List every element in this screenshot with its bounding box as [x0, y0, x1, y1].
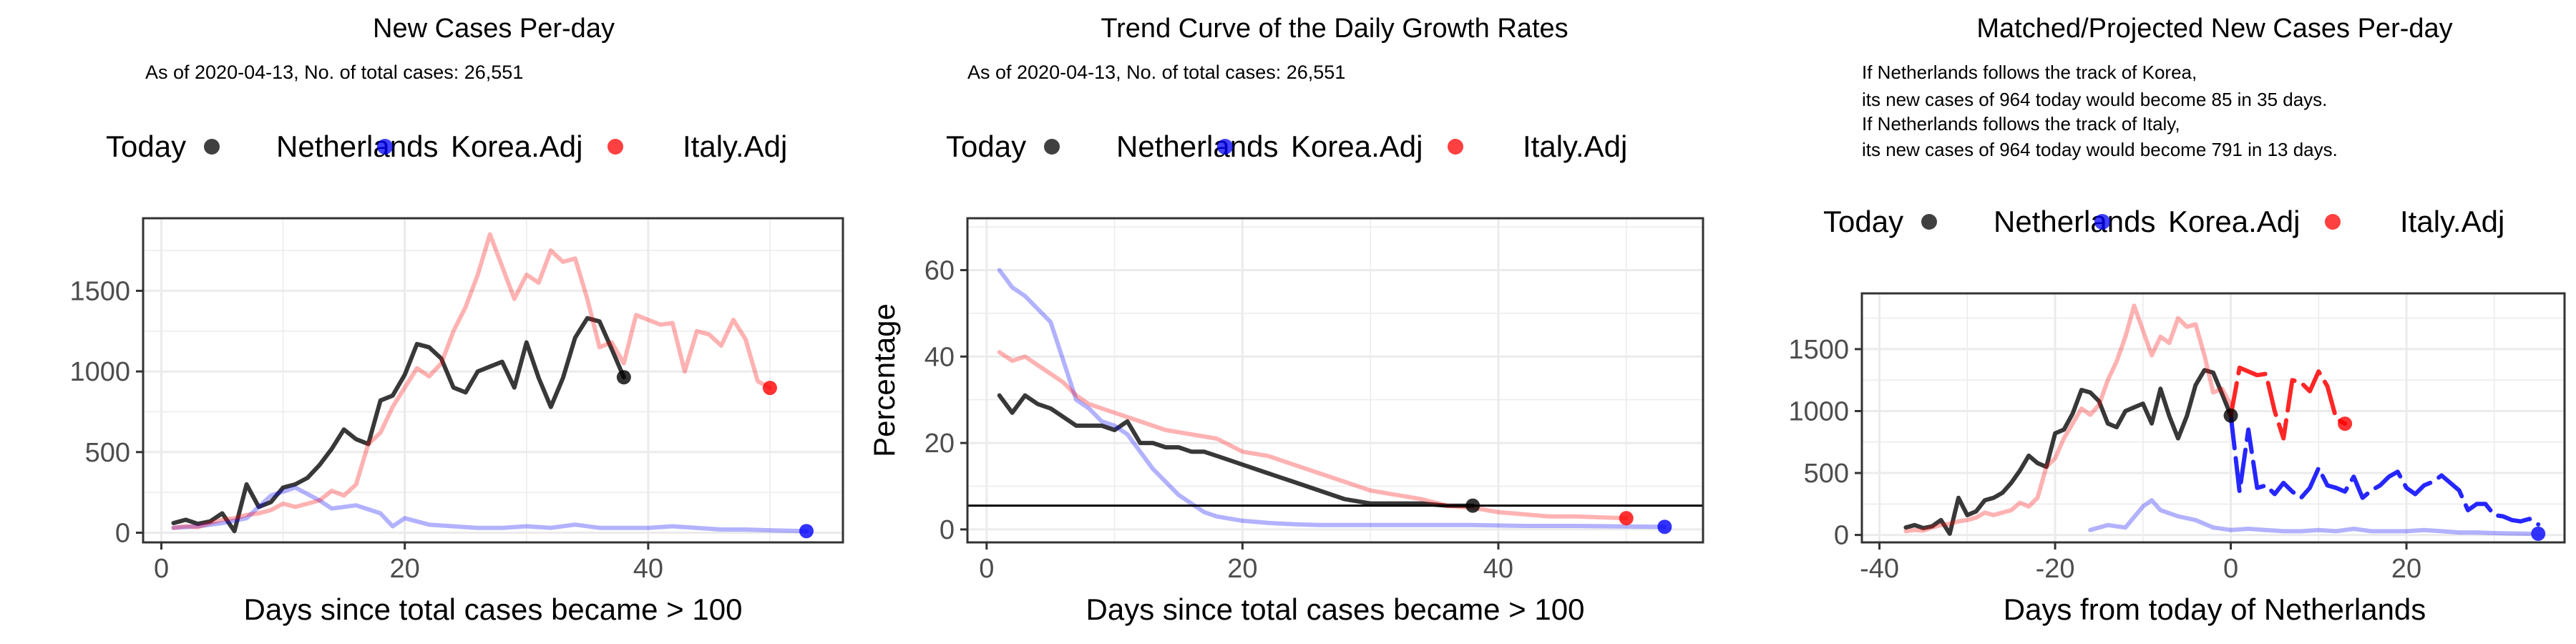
legend-key-korea-adj	[2094, 214, 2110, 230]
legend-key-netherlands	[1044, 139, 1060, 155]
chart-title: New Cases Per-day	[373, 14, 615, 44]
legend-key-italy-adj	[2325, 214, 2341, 230]
chart-annotation-line: If Netherlands follows the track of Ital…	[1862, 113, 2180, 135]
legend: Today Netherlands Korea.Adj Italy.Adj	[1823, 205, 2504, 238]
x-tick-label: -20	[2036, 554, 2075, 584]
y-tick-label: 40	[924, 342, 955, 372]
chart-annotation-line: If Netherlands follows the track of Kore…	[1862, 62, 2197, 83]
today-point-korea-adj	[799, 524, 814, 539]
series-line-korea-adj	[171, 485, 809, 534]
grid	[967, 218, 1703, 542]
today-point-korea-adj	[2531, 526, 2546, 541]
legend-label-netherlands: Netherlands	[1116, 130, 1278, 163]
panel-border	[142, 217, 844, 544]
today-point-netherlands	[1465, 498, 1480, 513]
legend-label-italy-adj: Italy.Adj	[683, 130, 787, 163]
series-group	[1903, 303, 2541, 536]
x-axis-label: Days since total cases became > 100	[244, 592, 743, 626]
today-point-netherlands	[2223, 408, 2238, 423]
y-tick-label: 0	[940, 515, 955, 545]
legend-title: Today	[946, 130, 1026, 163]
today-point-italy-adj	[2338, 416, 2353, 431]
chart-subtitle: As of 2020-04-13, No. of total cases: 26…	[967, 62, 1345, 83]
legend-title: Today	[106, 130, 186, 163]
chart-annotation-line: its new cases of 964 today would become …	[1862, 139, 2338, 160]
legend-key-netherlands	[204, 139, 220, 155]
legend: Today Netherlands Korea.Adj Italy.Adj	[106, 130, 787, 163]
legend-label-italy-adj: Italy.Adj	[1523, 130, 1627, 163]
y-tick-label: 0	[1834, 521, 1849, 551]
series-line-netherlands	[171, 316, 626, 534]
chart-daily-growth-rates: Trend Curve of the Daily Growth Rates As…	[867, 14, 1704, 626]
y-tick-label: 1500	[69, 276, 130, 306]
series-line-italy-adj	[1903, 303, 2233, 534]
today-point-italy-adj	[1619, 511, 1634, 526]
x-tick-label: 20	[390, 554, 420, 584]
x-axis-label: Days since total cases became > 100	[1086, 592, 1585, 626]
series-group	[997, 268, 1667, 530]
legend-key-italy-adj	[608, 139, 623, 155]
panel-border	[1860, 292, 2566, 544]
chart-matched-projected-cases: Matched/Projected New Cases Per-day If N…	[1788, 14, 2566, 626]
chart-annotation-line: its new cases of 964 today would become …	[1862, 89, 2327, 110]
y-axis-label: Percentage	[867, 303, 901, 457]
x-tick-label: 20	[2391, 554, 2421, 584]
y-tick-label: 500	[85, 438, 130, 468]
panel-border	[966, 217, 1704, 544]
legend-key-italy-adj	[1448, 139, 1463, 155]
series-group	[171, 232, 809, 534]
series-line-italy-adj	[997, 350, 1629, 521]
legend-title: Today	[1823, 205, 1903, 238]
legend-label-netherlands: Netherlands	[1994, 205, 2155, 238]
y-tick-label: 1000	[69, 357, 130, 387]
series-line-korea-adj-projected	[2228, 413, 2541, 527]
x-tick-label: 0	[979, 554, 994, 584]
chart-new-cases-per-day: New Cases Per-day As of 2020-04-13, No. …	[69, 14, 844, 626]
y-tick-label: 1500	[1788, 335, 1849, 365]
x-tick-label: 0	[154, 554, 169, 584]
y-tick-label: 60	[924, 255, 955, 286]
x-tick-label: 0	[2223, 554, 2238, 584]
x-tick-label: 40	[1483, 554, 1513, 584]
y-tick-label: 500	[1804, 459, 1849, 489]
series-line-netherlands	[1903, 368, 2233, 536]
x-tick-label: -40	[1860, 554, 1899, 584]
y-tick-label: 20	[924, 429, 955, 459]
legend-label-italy-adj: Italy.Adj	[2400, 205, 2504, 238]
series-line-korea-adj	[2088, 498, 2532, 536]
x-axis-label: Days from today of Netherlands	[2004, 592, 2426, 626]
legend-key-korea-adj	[377, 139, 393, 155]
legend-label-korea-adj: Korea.Adj	[1291, 130, 1423, 163]
today-point-korea-adj	[1657, 519, 1672, 535]
y-tick-label: 0	[115, 518, 130, 548]
chart-subtitle: As of 2020-04-13, No. of total cases: 26…	[145, 62, 523, 83]
y-tick-label: 1000	[1788, 396, 1849, 426]
legend-key-korea-adj	[1217, 139, 1233, 155]
series-line-italy-adj-projected	[2228, 365, 2348, 441]
today-point-netherlands	[616, 370, 631, 385]
legend-label-korea-adj: Korea.Adj	[451, 130, 582, 163]
legend: Today Netherlands Korea.Adj Italy.Adj	[946, 130, 1627, 163]
today-point-italy-adj	[762, 381, 777, 396]
chart-title: Matched/Projected New Cases Per-day	[1976, 14, 2452, 44]
series-line-netherlands	[997, 393, 1475, 508]
grid	[1862, 293, 2565, 542]
legend-key-netherlands	[1921, 214, 1937, 230]
legend-label-korea-adj: Korea.Adj	[2168, 205, 2300, 238]
grid	[143, 218, 843, 542]
legend-label-netherlands: Netherlands	[276, 130, 438, 163]
chart-title: Trend Curve of the Daily Growth Rates	[1101, 14, 1568, 44]
series-line-korea-adj	[997, 268, 1667, 530]
x-tick-label: 40	[633, 554, 663, 584]
x-tick-label: 20	[1227, 554, 1257, 584]
series-line-italy-adj	[171, 232, 772, 530]
